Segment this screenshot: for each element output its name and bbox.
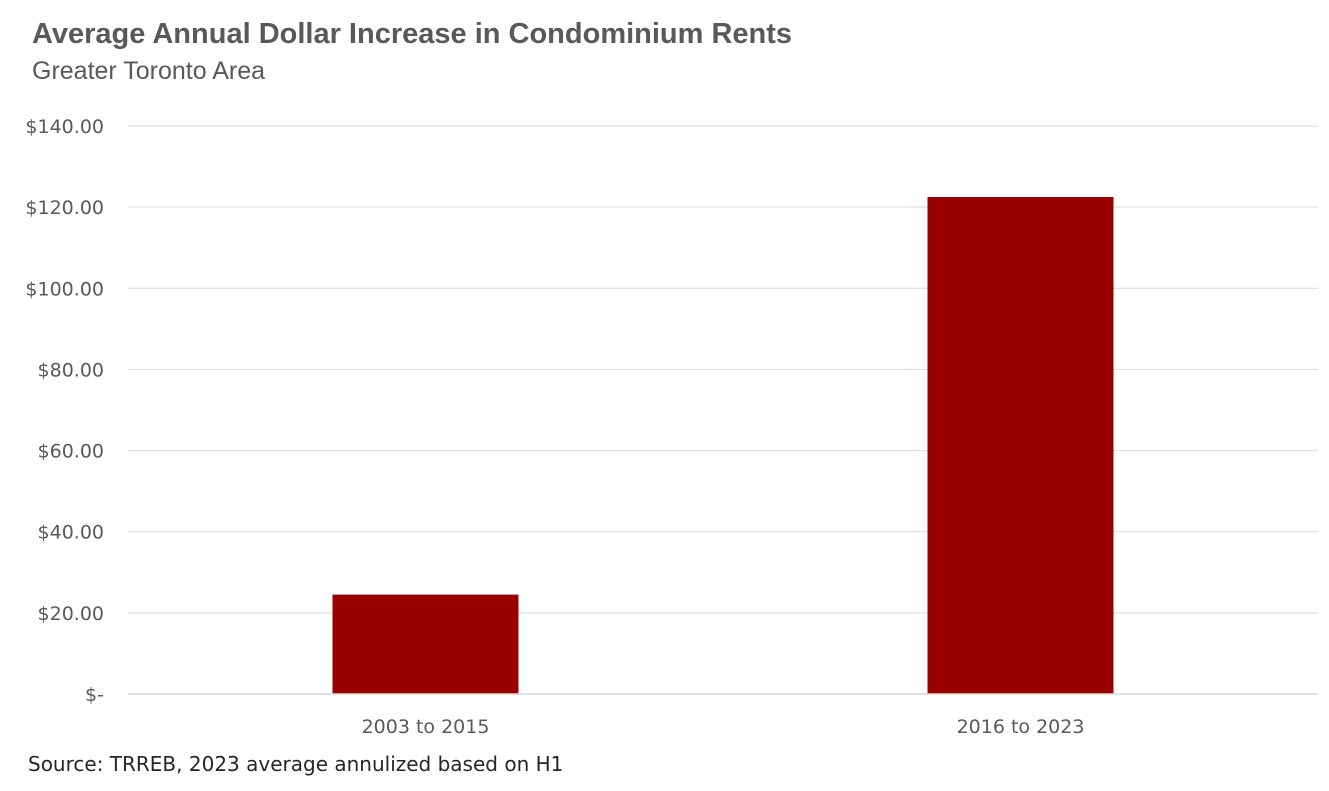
y-tick-label: $-	[85, 684, 104, 706]
bars	[332, 197, 1114, 694]
bar	[927, 197, 1114, 694]
y-tick-label: $80.00	[38, 359, 104, 381]
bar	[332, 594, 519, 694]
y-tick-label: $120.00	[25, 197, 104, 219]
x-tick-label: 2016 to 2023	[957, 716, 1085, 738]
y-tick-label: $100.00	[25, 278, 104, 300]
y-tick-label: $140.00	[25, 116, 104, 138]
x-axis-ticks: 2003 to 2015 2016 to 2023	[362, 716, 1085, 738]
y-tick-label: $20.00	[38, 603, 104, 625]
chart-title: Average Annual Dollar Increase in Condom…	[32, 18, 793, 50]
y-axis-ticks: $- $20.00 $40.00 $60.00 $80.00 $100.00 $120.00…	[25, 116, 104, 706]
chart-subtitle: Greater Toronto Area	[32, 57, 266, 85]
x-tick-label: 2003 to 2015	[362, 716, 490, 738]
chart-source-note: Source: TRREB, 2023 average annulized ba…	[28, 752, 564, 776]
y-tick-label: $60.00	[38, 441, 104, 463]
y-tick-label: $40.00	[38, 522, 104, 544]
gridlines	[128, 125, 1318, 614]
